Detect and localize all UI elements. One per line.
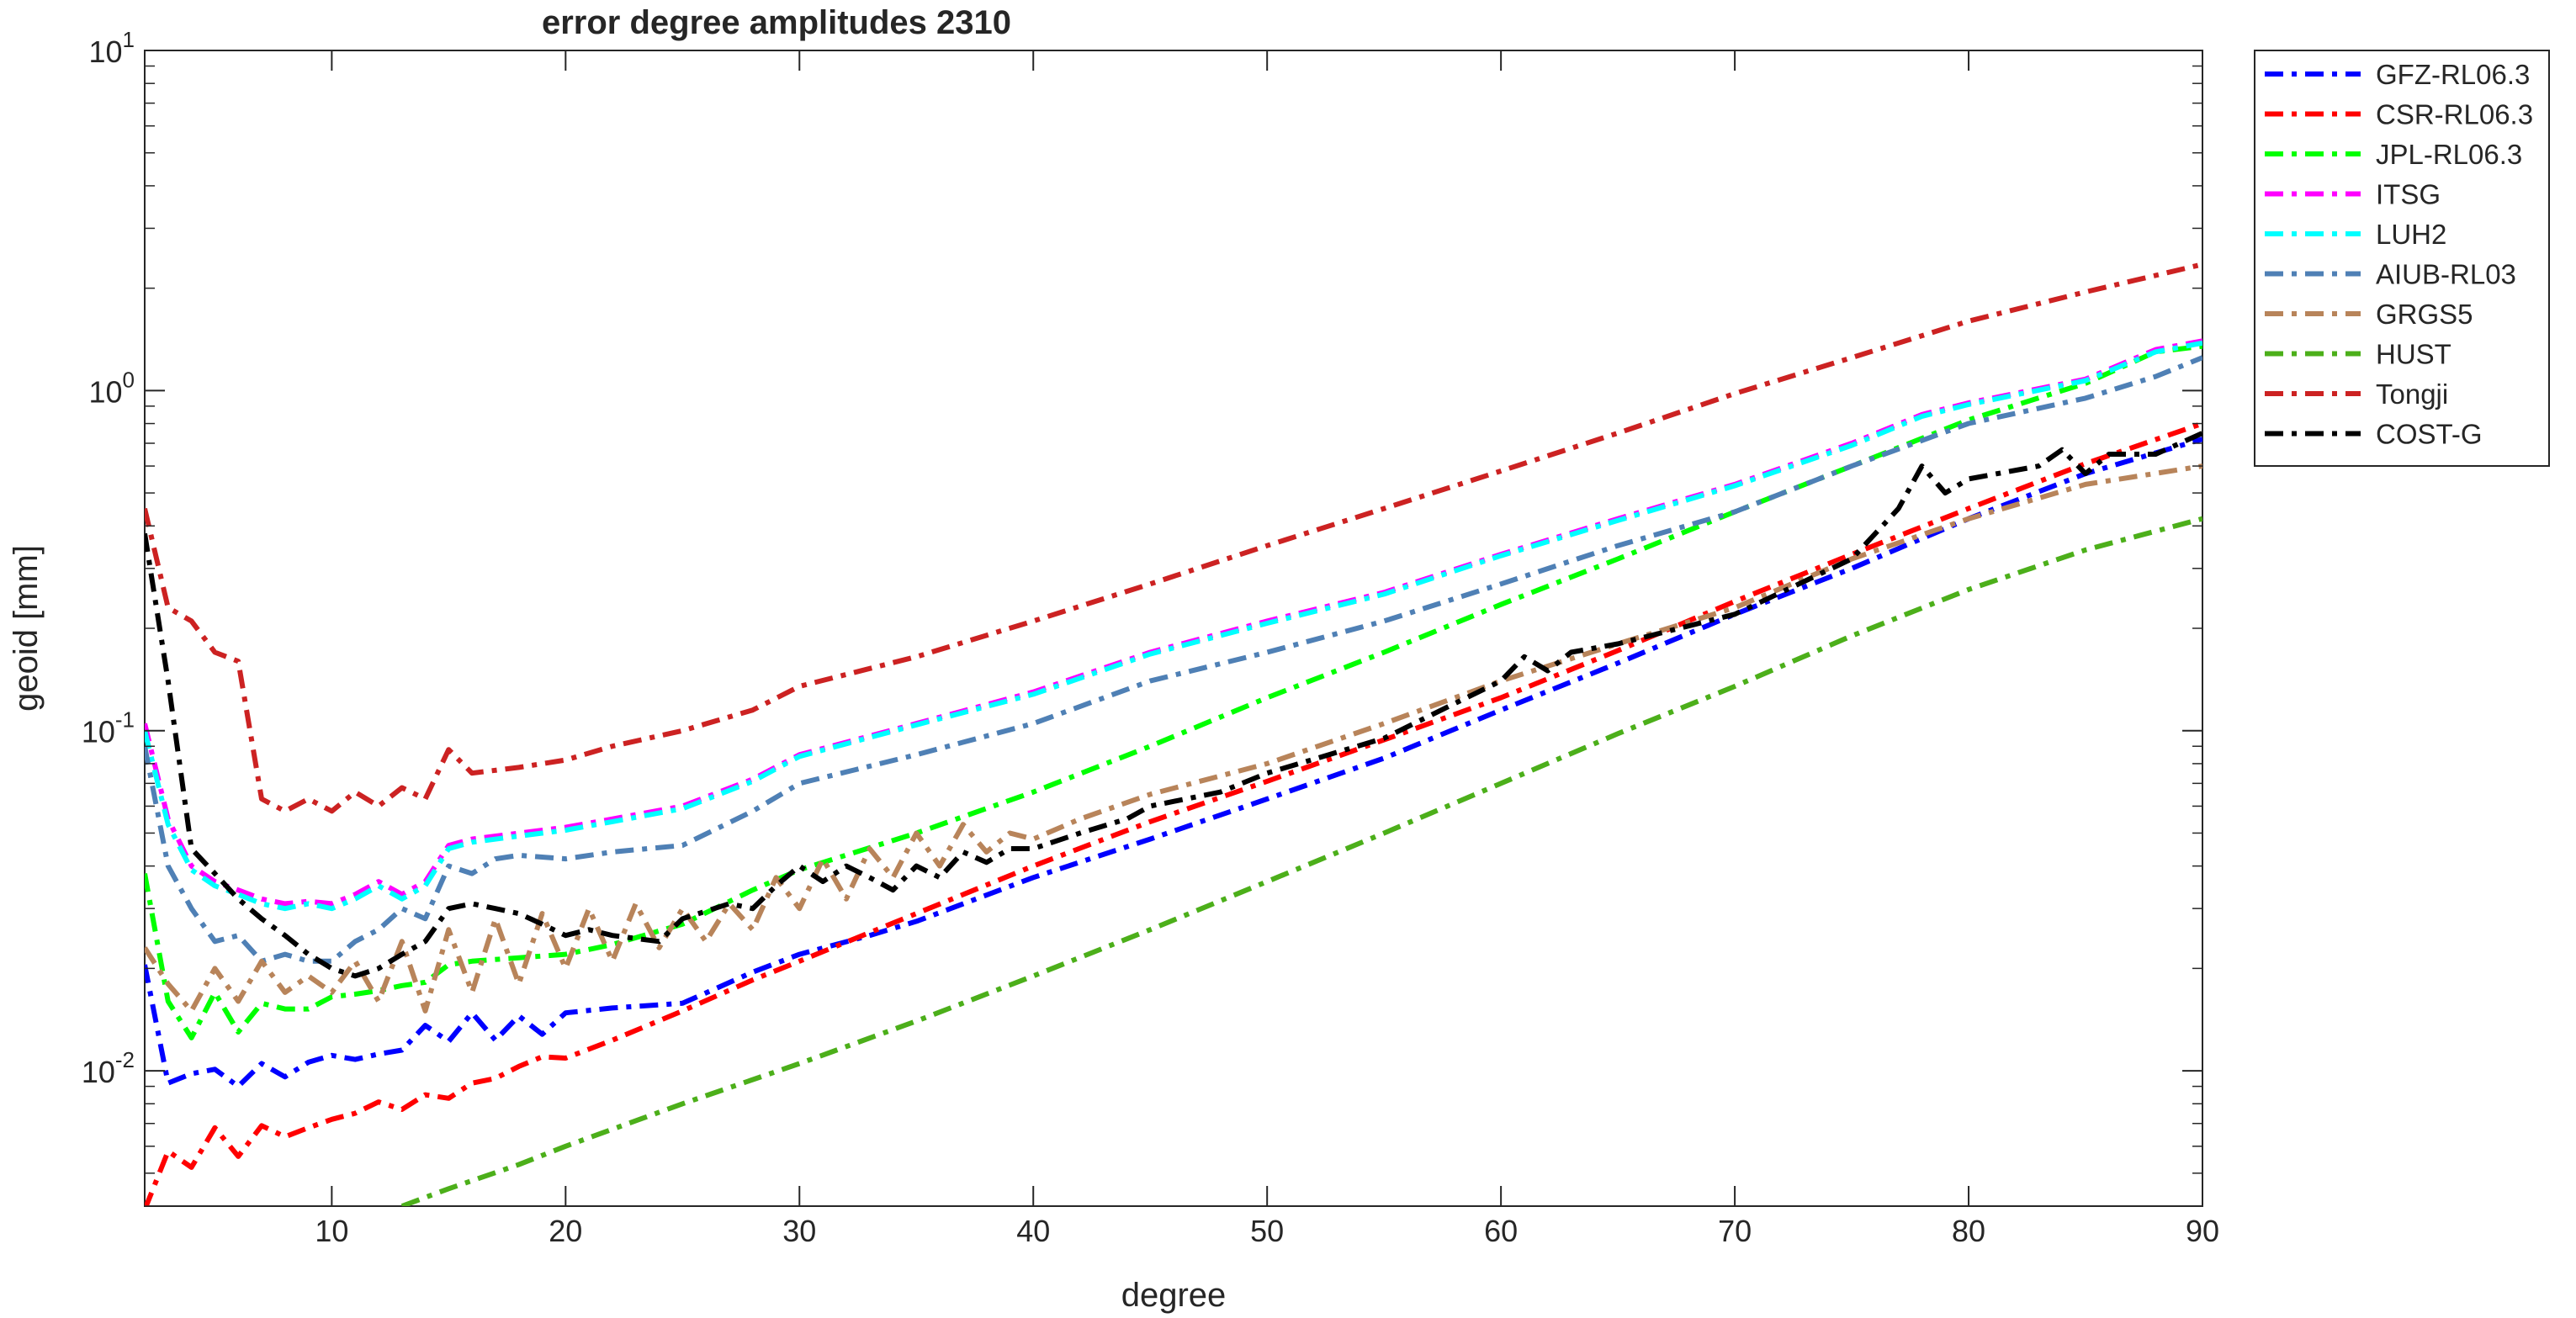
series-line-csr-rl06-3 xyxy=(145,421,2202,1206)
ticks-layer: 10 20 30 40 50 60 70 80 90 10-2 10-1 100 101 xyxy=(82,27,2219,1248)
legend-label-tongji: Tongji xyxy=(2376,378,2448,410)
series-layer xyxy=(145,262,2202,1206)
series-line-tongji xyxy=(145,262,2202,814)
x-tick-label: 10 xyxy=(315,1214,348,1248)
x-axis-label: degree xyxy=(1121,1277,1227,1314)
x-tick-label: 30 xyxy=(782,1214,816,1248)
legend-label-cost-g: COST-G xyxy=(2376,419,2483,450)
legend-label-grgs5: GRGS5 xyxy=(2376,299,2473,330)
y-tick-label: 100 xyxy=(88,367,135,409)
legend-label-itsg: ITSG xyxy=(2376,179,2441,210)
legend-label-jpl-rl06-3: JPL-RL06.3 xyxy=(2376,139,2522,170)
legend-label-aiub-rl03: AIUB-RL03 xyxy=(2376,259,2516,290)
series-line-jpl-rl06-3 xyxy=(145,343,2202,1040)
series-line-luh2 xyxy=(145,340,2202,912)
y-tick-label: 10-2 xyxy=(82,1047,135,1089)
x-tick-label: 80 xyxy=(1952,1214,1985,1248)
legend-label-luh2: LUH2 xyxy=(2376,219,2446,250)
series-line-aiub-rl03 xyxy=(145,355,2202,964)
legend-items: GFZ-RL06.3 CSR-RL06.3 JPL-RL06.3 ITSG LUH2 AI… xyxy=(2265,59,2533,450)
x-tick-label: 50 xyxy=(1250,1214,1284,1248)
series-line-hust xyxy=(400,516,2202,1206)
x-tick-label: 20 xyxy=(549,1214,582,1248)
x-tick-label: 70 xyxy=(1718,1214,1752,1248)
x-tick-label: 60 xyxy=(1484,1214,1518,1248)
y-tick-label: 101 xyxy=(88,27,135,69)
series-line-cost-g xyxy=(145,431,2202,979)
x-tick-label: 90 xyxy=(2186,1214,2219,1248)
y-tick-label: 10-1 xyxy=(82,707,135,749)
legend-label-hust: HUST xyxy=(2376,339,2451,370)
legend: GFZ-RL06.3 CSR-RL06.3 JPL-RL06.3 ITSG LUH2 AI… xyxy=(2254,50,2550,467)
chart-title: error degree amplitudes 2310 xyxy=(542,4,1011,41)
y-axis-label: geoid [mm] xyxy=(8,545,45,712)
legend-box xyxy=(2254,50,2550,467)
legend-label-gfz-rl06-3: GFZ-RL06.3 xyxy=(2376,59,2530,90)
series-line-grgs5 xyxy=(145,463,2202,1014)
legend-label-csr-rl06-3: CSR-RL06.3 xyxy=(2376,99,2533,130)
series-line-gfz-rl06-3 xyxy=(145,437,2202,1089)
x-tick-label: 40 xyxy=(1016,1214,1050,1248)
plot-area xyxy=(144,50,2203,1207)
